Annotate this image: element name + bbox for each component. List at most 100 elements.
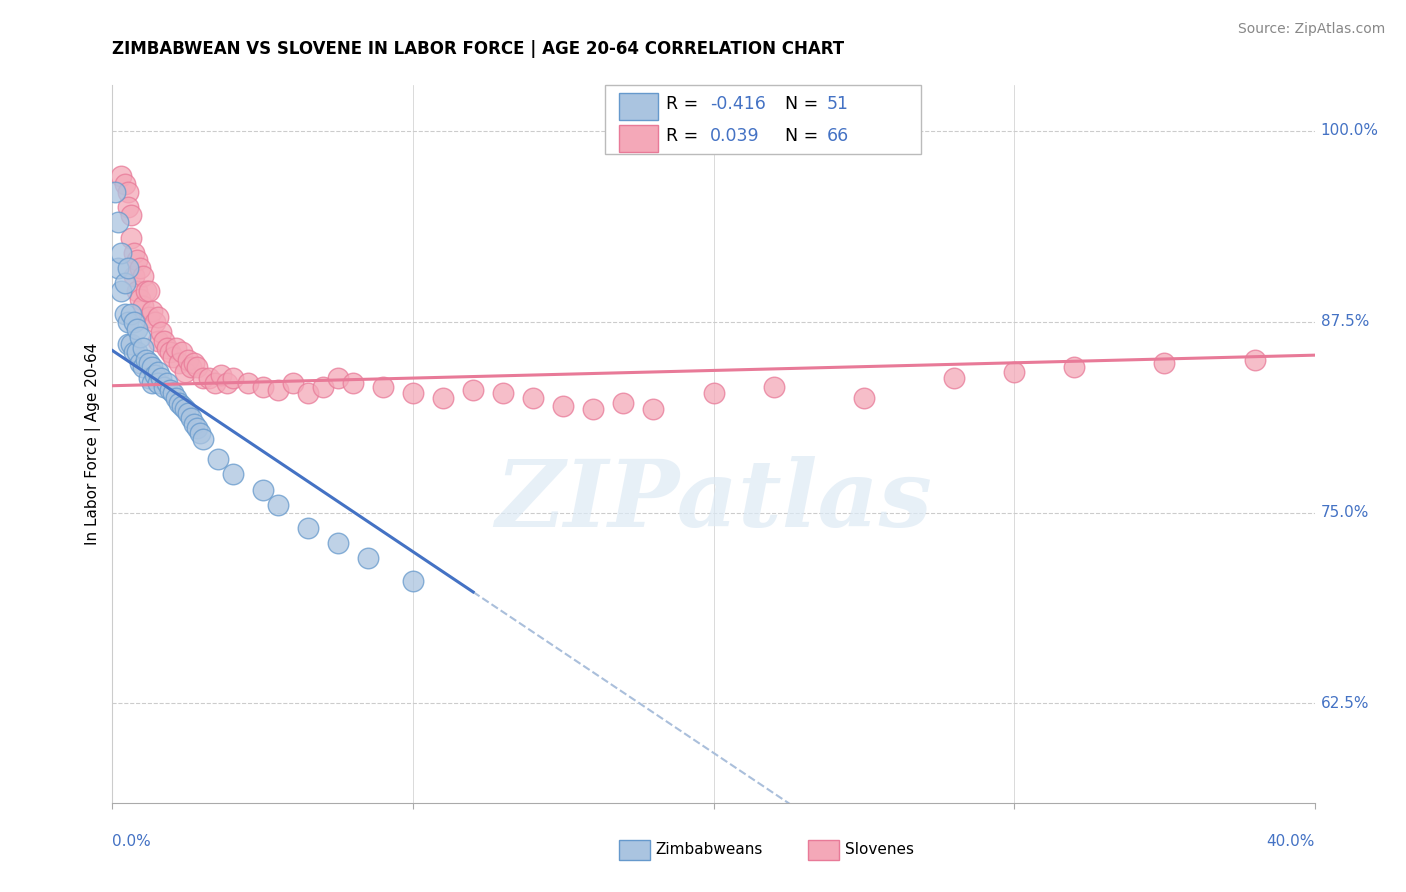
Point (167, 356, 190, 370)
Point (155, 376, 177, 390)
Point (138, 310, 160, 324)
Point (402, 386, 425, 401)
Text: 0.039: 0.039 (710, 127, 759, 145)
Point (612, 395, 634, 409)
Point (146, 376, 169, 390)
Text: Source: ZipAtlas.com: Source: ZipAtlas.com (1237, 22, 1385, 37)
Point (114, 277, 136, 291)
Point (159, 384, 181, 398)
Point (1002, 365, 1025, 379)
Point (135, 352, 157, 367)
Point (143, 314, 166, 328)
Point (152, 380, 174, 394)
Point (122, 245, 145, 260)
Point (281, 376, 304, 390)
Point (152, 334, 174, 349)
Point (432, 391, 454, 405)
Point (141, 303, 163, 318)
Point (173, 401, 195, 416)
Text: 75.0%: 75.0% (1320, 505, 1369, 520)
Point (357, 551, 380, 566)
Text: Zimbabweans: Zimbabweans (655, 842, 762, 856)
Point (222, 371, 245, 385)
Point (138, 371, 160, 385)
Text: 66: 66 (827, 127, 849, 145)
Point (643, 401, 665, 416)
Point (1153, 356, 1175, 370)
Point (122, 268, 145, 283)
Point (141, 360, 163, 375)
Text: N =: N = (785, 127, 824, 145)
Point (267, 384, 290, 398)
Point (191, 432, 214, 446)
Point (167, 395, 190, 409)
Point (582, 401, 605, 416)
Point (131, 360, 153, 375)
Point (117, 314, 139, 328)
Point (553, 399, 575, 413)
Point (297, 521, 319, 535)
Point (143, 368, 166, 382)
Text: 40.0%: 40.0% (1267, 834, 1315, 849)
Text: 51: 51 (827, 95, 849, 112)
Point (173, 365, 195, 379)
Point (122, 345, 145, 359)
Point (128, 356, 150, 370)
Point (141, 376, 163, 390)
Point (170, 399, 193, 413)
Point (371, 380, 394, 394)
Point (110, 284, 132, 298)
Point (114, 177, 136, 191)
Point (155, 341, 177, 355)
Point (215, 376, 238, 390)
Point (162, 386, 184, 401)
Point (762, 380, 785, 394)
Point (146, 310, 169, 324)
Point (204, 376, 226, 390)
Point (207, 452, 229, 467)
Point (326, 536, 349, 550)
Point (120, 307, 142, 321)
Point (180, 410, 202, 425)
Point (180, 360, 202, 375)
Point (128, 330, 150, 344)
Point (122, 314, 145, 328)
Point (110, 245, 132, 260)
Point (176, 352, 198, 367)
Point (128, 292, 150, 306)
Text: ZIPatlas: ZIPatlas (495, 456, 932, 546)
Point (197, 371, 219, 385)
Point (107, 215, 129, 229)
Point (125, 345, 148, 359)
Point (942, 371, 965, 385)
Point (120, 337, 142, 351)
Point (128, 261, 150, 276)
Point (135, 284, 157, 298)
Point (125, 322, 148, 336)
Point (117, 261, 139, 276)
Point (146, 334, 169, 349)
Point (188, 426, 211, 441)
Point (125, 284, 148, 298)
Point (159, 345, 181, 359)
Text: N =: N = (785, 95, 824, 112)
Point (125, 253, 148, 268)
Text: Slovenes: Slovenes (845, 842, 914, 856)
Text: 100.0%: 100.0% (1320, 123, 1379, 138)
Point (131, 341, 153, 355)
Point (107, 261, 129, 276)
Point (138, 284, 160, 298)
Point (267, 498, 290, 512)
Point (170, 345, 193, 359)
Point (117, 337, 139, 351)
Point (114, 307, 136, 321)
Point (297, 386, 319, 401)
Point (165, 341, 187, 355)
Text: R =: R = (666, 95, 704, 112)
Point (191, 371, 214, 385)
Point (326, 371, 349, 385)
Point (1063, 360, 1085, 375)
Point (149, 325, 172, 339)
Point (852, 391, 875, 405)
Point (162, 350, 184, 364)
